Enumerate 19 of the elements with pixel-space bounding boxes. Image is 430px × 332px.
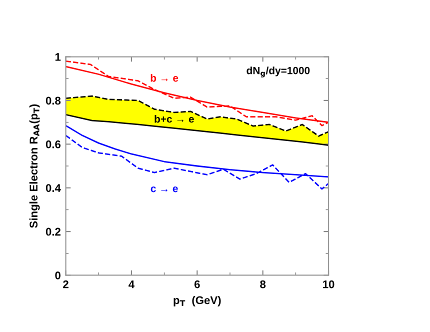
annotation: dN$_{g}$/dy=1000 <box>246 66 310 78</box>
y-axis-title: Single Electron R$_{AA}$(p$_{T}$) <box>29 104 40 228</box>
y-tick-label: 0.2 <box>46 228 60 236</box>
x-tick-label: 6 <box>194 280 200 288</box>
x-tick-label: 8 <box>260 280 266 288</box>
x-tick-label: 4 <box>128 280 135 288</box>
y-tick-label: 0.4 <box>46 184 61 192</box>
line-series <box>66 114 329 146</box>
x-axis-title: p$_{T}$ (GeV) <box>174 296 221 306</box>
line-series <box>66 95 329 137</box>
y-tick-label: 0.6 <box>46 140 61 148</box>
y-tick-label: 0.8 <box>46 96 61 105</box>
y-tick-label: 1 <box>55 53 61 61</box>
y-tick-label: 0 <box>55 271 60 280</box>
x-tick-label: 2 <box>63 280 68 288</box>
x-tick-label: 10 <box>323 280 334 288</box>
series-label: b+c → e <box>154 115 194 123</box>
text: c → e <box>150 186 178 192</box>
series-label: b → e <box>150 74 178 82</box>
